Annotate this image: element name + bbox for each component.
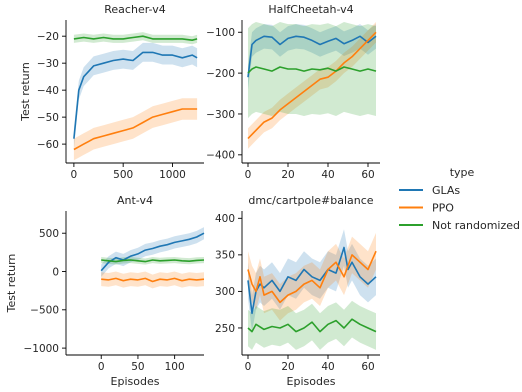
panel-2: −1000 −500 0 500 0 50 100 Ant-v4 Test return Epis… [5,194,205,388]
band-1-0 [248,24,376,90]
x-tick-label-2-0: 0 [98,361,105,373]
y-tick-label-3-3: 400 [215,213,235,225]
y-tick-label-2-0: −1000 [23,343,59,355]
y-tick-label-2-1: −500 [30,305,59,317]
x-tick-label-1-0: 0 [245,169,252,181]
y-tick-label-0-3: −30 [37,58,59,70]
series-line-3-1 [247,250,377,304]
y-tick-label-1-0: −400 [206,150,235,162]
y-axis-title-0: Test return [19,62,32,122]
legend-label-0: GLAs [432,184,460,197]
y-tick-label-2-2: 0 [52,266,59,278]
y-tick-label-3-2: 350 [215,250,235,262]
band-0-2 [73,32,198,45]
band-0-1 [73,98,198,161]
series-line-1-0 [247,35,377,78]
y-tick-label-3-1: 300 [215,286,235,298]
x-tick-label-3-1: 20 [281,361,294,373]
band-3-2 [248,300,376,350]
x-tick-label-0-2: 1000 [159,169,186,181]
y-tick-label-0-2: −40 [37,85,59,97]
series-line-1-2 [247,66,377,74]
x-axis-title-2: Episodes [111,375,160,387]
x-tick-label-3-3: 60 [361,361,374,373]
series-line-0-2 [73,35,198,42]
y-tick-label-1-1: −300 [206,109,235,121]
panel-0: −60 −50 −40 −30 −20 0 500 1000 Reacher-v4 Test re… [19,3,204,181]
x-tick-label-0-0: 0 [71,169,78,181]
series-line-2-0 [100,232,205,272]
series-line-0-1 [73,108,198,151]
y-tick-label-0-4: −20 [37,31,59,43]
series-line-0-0 [73,51,198,139]
panel-title-0: Reacher-v4 [104,3,165,16]
x-tick-label-2-2: 100 [165,361,185,373]
band-2-1 [101,271,204,289]
panel-1: −400 −300 −200 −100 0 20 40 60 HalfCheetah-v4 [206,3,380,181]
band-1-2 [248,22,376,119]
y-tick-label-3-0: 250 [215,323,235,335]
x-tick-label-1-2: 40 [321,169,334,181]
panel-title-1: HalfCheetah-v4 [268,3,353,16]
series-line-2-2 [101,259,205,263]
legend-title: type [450,166,475,179]
y-tick-label-1-3: −100 [206,27,235,39]
y-tick-label-0-0: −60 [37,139,59,151]
legend-label-2: Not randomized [432,219,520,232]
x-axis-title-3: Episodes [287,375,336,387]
panel-title-2: Ant-v4 [117,194,153,207]
legend: type GLAs PPO Not randomized [399,166,520,232]
series-line-2-1 [101,277,205,283]
band-0-0 [73,42,198,149]
y-axis-title-2: Test return [5,254,18,314]
panel-title-3: dmc/cartpole#balance [248,194,373,207]
series-line-3-2 [247,318,377,333]
y-tick-label-0-1: −50 [37,112,59,124]
legend-label-1: PPO [432,202,454,215]
x-tick-label-1-3: 60 [361,169,374,181]
y-tick-label-2-3: 500 [39,228,59,240]
panel-3: 250 300 350 400 0 20 40 60 dmc/cartpole#balance E… [215,194,380,388]
x-tick-label-3-2: 40 [321,361,334,373]
x-tick-label-2-1: 50 [131,361,144,373]
band-2-0 [101,227,204,277]
legend-entries: GLAs PPO Not randomized [399,184,520,232]
y-tick-label-1-2: −200 [206,68,235,80]
series-line-3-0 [247,246,377,315]
x-tick-label-1-1: 20 [281,169,294,181]
x-tick-label-0-1: 500 [113,169,133,181]
series-line-1-1 [247,31,377,140]
x-tick-label-3-0: 0 [245,361,252,373]
